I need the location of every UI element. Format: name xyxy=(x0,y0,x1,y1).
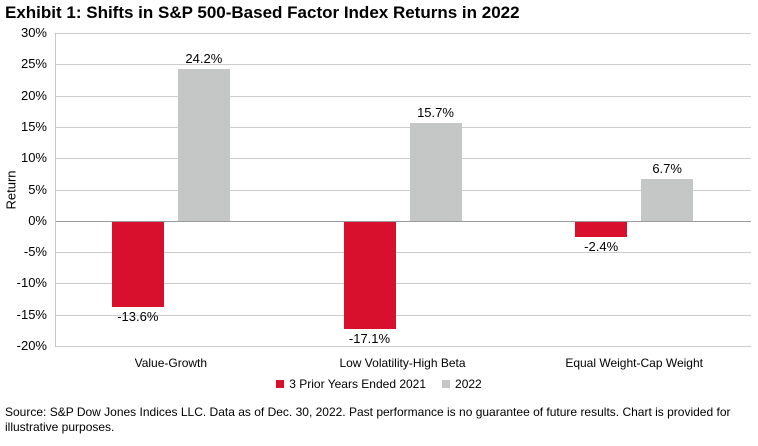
gridline xyxy=(56,189,751,191)
bar-s1-c3 xyxy=(575,221,628,237)
data-label: -13.6% xyxy=(117,308,159,324)
gridline xyxy=(56,126,751,128)
legend-label: 2022 xyxy=(455,377,482,391)
y-tick-label: -10% xyxy=(16,275,47,291)
category-label: Value-Growth xyxy=(134,356,208,370)
y-tick-label: -20% xyxy=(16,338,47,353)
y-tick-label: -15% xyxy=(16,306,47,322)
legend-item: 2022 xyxy=(442,377,482,391)
zero-axis-line xyxy=(56,220,751,222)
bar-s2-c3 xyxy=(641,178,694,221)
y-tick-label: 25% xyxy=(20,56,47,72)
y-tick-label: -5% xyxy=(23,244,47,260)
data-label: -17.1% xyxy=(348,330,391,346)
bar-s2-c2 xyxy=(409,122,462,221)
y-tick-label: 30% xyxy=(20,25,47,40)
legend-marker-icon xyxy=(276,380,285,388)
gridline xyxy=(56,64,751,66)
category-label: Equal Weight-Cap Weight xyxy=(565,356,703,370)
legend-label: 3 Prior Years Ended 2021 xyxy=(289,377,427,391)
y-tick-label: 10% xyxy=(20,150,47,166)
bar-s1-c1 xyxy=(111,221,164,307)
data-label: 6.7% xyxy=(652,160,682,176)
legend: 3 Prior Years Ended 2021 2022 xyxy=(0,377,758,391)
y-tick-label: 0% xyxy=(28,212,47,228)
bar-s2-c1 xyxy=(177,69,230,221)
legend-marker-icon xyxy=(442,380,451,388)
y-tick-label: 20% xyxy=(20,87,47,103)
gridline xyxy=(56,95,751,97)
category-label: Low Volatility-High Beta xyxy=(339,356,466,370)
gridline xyxy=(56,33,751,34)
y-tick-label: 5% xyxy=(28,181,47,197)
gridline xyxy=(56,346,751,347)
gridline xyxy=(56,252,751,254)
y-tick-label: 15% xyxy=(20,118,47,134)
plot-area xyxy=(55,33,751,347)
source-note: Source: S&P Dow Jones Indices LLC. Data … xyxy=(5,405,731,434)
legend-item: 3 Prior Years Ended 2021 xyxy=(276,377,426,391)
data-label: 24.2% xyxy=(185,51,223,67)
data-label: 15.7% xyxy=(417,104,454,120)
bar-s1-c2 xyxy=(343,221,396,329)
gridline xyxy=(56,283,751,285)
gridline xyxy=(56,314,751,316)
data-label: -2.4% xyxy=(584,238,619,254)
gridline xyxy=(56,158,751,160)
chart-title: Exhibit 1: Shifts in S&P 500-Based Facto… xyxy=(5,3,520,22)
